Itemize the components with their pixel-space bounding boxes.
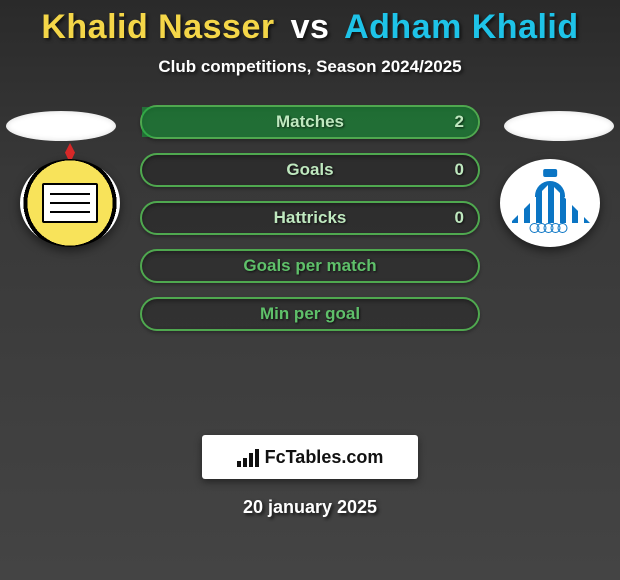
stat-row: Hattricks 0 [140, 201, 480, 235]
player-b-name: Adham Khalid [344, 8, 579, 46]
bars-icon [237, 447, 259, 467]
flame-icon [65, 143, 75, 159]
club-badge-left [20, 159, 120, 247]
stat-row: Goals 0 [140, 153, 480, 187]
player-b-slot-ellipse [504, 111, 614, 141]
stat-row: Matches 2 [140, 105, 480, 139]
vs-text: vs [291, 8, 330, 46]
club-badge-left-art [20, 159, 120, 247]
rings-icon [533, 223, 568, 233]
club-badge-right-art [500, 159, 600, 247]
brand-badge: FcTables.com [202, 435, 418, 479]
club-badge-right [500, 159, 600, 247]
player-a-slot-ellipse [6, 111, 116, 141]
stat-label: Hattricks [274, 208, 347, 228]
stat-label: Goals [286, 160, 333, 180]
subtitle: Club competitions, Season 2024/2025 [0, 57, 620, 77]
sunrays-icon [500, 183, 600, 223]
stat-label: Min per goal [260, 304, 360, 324]
stat-rows: Matches 2 Goals 0 Hattricks 0 Goals per match M… [140, 105, 480, 331]
page-title: Khalid Nasser vs Adham Khalid [0, 0, 620, 47]
banner-icon [543, 169, 557, 177]
stat-label: Matches [276, 112, 344, 132]
date-text: 20 january 2025 [0, 497, 620, 518]
stat-value-right: 2 [455, 112, 464, 132]
stat-row: Min per goal [140, 297, 480, 331]
comparison-stage: Matches 2 Goals 0 Hattricks 0 Goals per match M… [0, 93, 620, 433]
book-icon [42, 183, 98, 223]
stat-value-right: 0 [455, 208, 464, 228]
stat-row: Goals per match [140, 249, 480, 283]
stat-label: Goals per match [243, 256, 376, 276]
player-a-name: Khalid Nasser [41, 8, 274, 46]
brand-text: FcTables.com [265, 447, 384, 468]
stat-value-right: 0 [455, 160, 464, 180]
